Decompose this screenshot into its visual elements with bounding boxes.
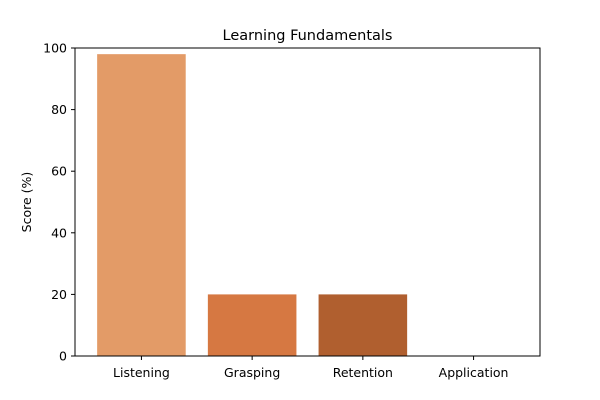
x-tick-label: Application bbox=[439, 365, 509, 380]
bar-retention bbox=[318, 294, 408, 356]
y-tick-label: 100 bbox=[43, 41, 67, 56]
y-tick-label: 80 bbox=[51, 102, 67, 117]
x-ticks-group: Listening Grasping Retention Application bbox=[113, 356, 508, 380]
plot-frame bbox=[74, 47, 541, 357]
y-tick-label: 0 bbox=[59, 349, 67, 364]
bar-grasping bbox=[207, 294, 297, 356]
x-tick-label: Grasping bbox=[224, 365, 280, 380]
x-tick-label: Listening bbox=[113, 365, 170, 380]
y-tick-label: 40 bbox=[51, 225, 67, 240]
bar-listening bbox=[97, 54, 186, 356]
bars-group bbox=[97, 54, 408, 356]
y-tick-label: 20 bbox=[51, 287, 67, 302]
x-tick-label: Retention bbox=[333, 365, 393, 380]
y-axis-label: Score (%) bbox=[19, 172, 34, 233]
y-tick-label: 60 bbox=[51, 164, 67, 179]
chart-title: Learning Fundamentals bbox=[223, 28, 393, 44]
y-ticks-group: 0 20 40 60 80 100 bbox=[43, 41, 75, 364]
